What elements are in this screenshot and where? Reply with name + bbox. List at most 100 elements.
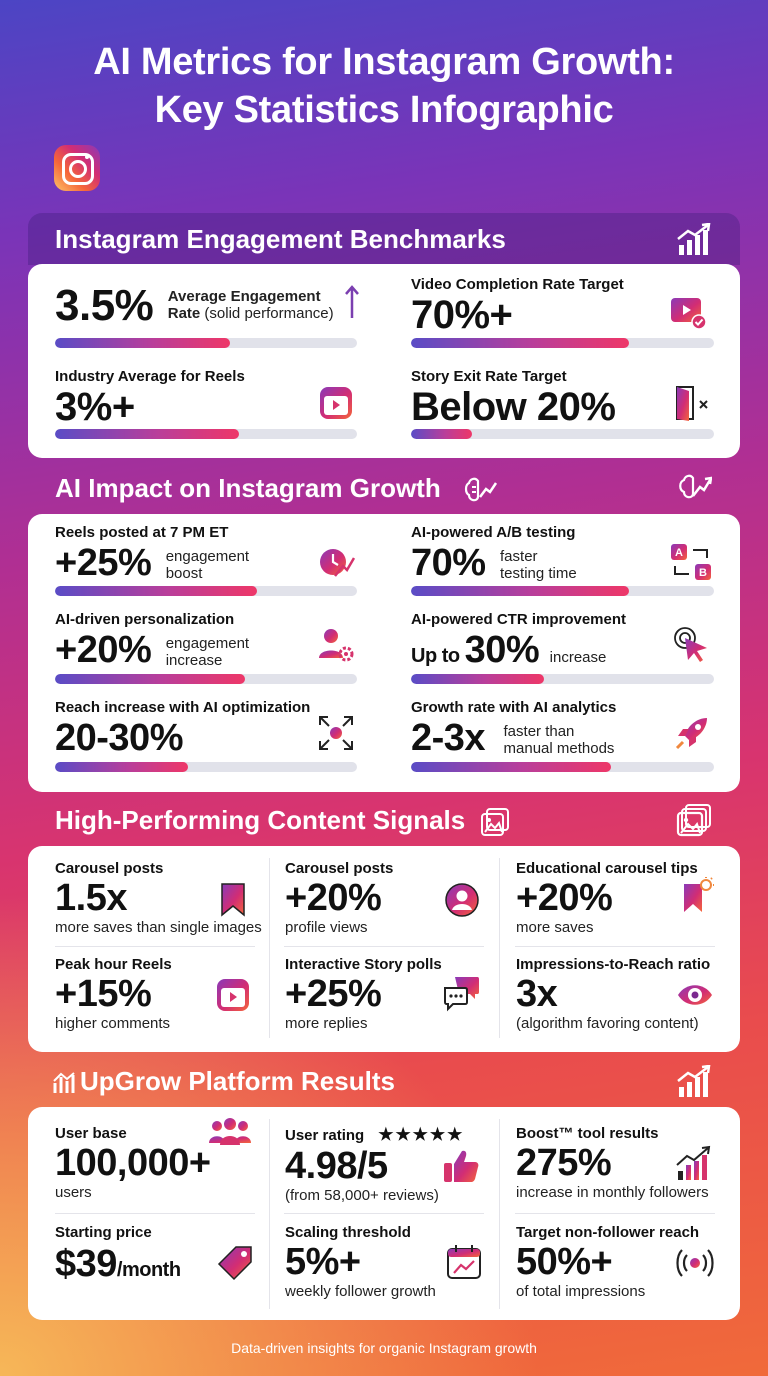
metric-side: increase [549, 649, 607, 666]
signal-label: Peak hour Reels [55, 956, 172, 973]
signal-sub: higher comments [55, 1015, 171, 1032]
metric-label: Growth rate with AI analytics [411, 699, 617, 716]
signal-value: +25% [285, 973, 382, 1015]
metric-side-1: engagement [165, 548, 250, 565]
footer-caption: Data-driven insights for organic Instagr… [231, 1340, 537, 1356]
calendar-growth-icon [447, 1245, 481, 1279]
result-sub: users [55, 1184, 92, 1201]
result-sub: weekly follower growth [285, 1283, 436, 1300]
page-title: AI Metrics for Instagram Growth: Key Sta… [0, 38, 768, 134]
metric-reels-industry-average: Industry Average for Reels 3%+ [55, 368, 245, 429]
progress-bar [55, 586, 357, 596]
metric-ai-personalization: AI-driven personalization +20% engagemen… [55, 611, 249, 672]
signal-carousel-profile-views: Carousel posts +20% profile views [285, 860, 393, 936]
progress-fill [55, 338, 231, 348]
result-value: 5%+ [285, 1241, 361, 1283]
progress-fill [411, 338, 630, 348]
metric-story-exit-rate: Story Exit Rate Target Below 20% [411, 368, 616, 429]
divider [55, 946, 255, 947]
metric-value: 3.5% [55, 281, 154, 330]
image-stack-icon [481, 808, 510, 837]
signal-label: Carousel posts [55, 860, 164, 877]
metric-side-2: boost [165, 565, 203, 582]
result-user-base: User base 100,000+ users [55, 1125, 211, 1201]
signal-label: Educational carousel tips [516, 860, 698, 877]
section-title-benchmarks: Instagram Engagement Benchmarks [28, 213, 740, 265]
result-sub: (from 58,000+ reviews) [285, 1187, 439, 1204]
metric-value-prefix: Up to [411, 645, 465, 667]
metric-label: Reels posted at 7 PM ET [55, 524, 229, 541]
progress-bar [411, 586, 714, 596]
progress-fill [55, 429, 240, 439]
metric-value: 3%+ [55, 385, 135, 429]
metric-label: Reach increase with AI optimization [55, 699, 311, 716]
bar-chart-growth-icon [676, 1145, 711, 1180]
signal-sub: more saves than single images [55, 919, 262, 936]
divider [515, 946, 715, 947]
brain-growth-icon [464, 477, 497, 502]
metric-side-2: testing time [500, 565, 577, 582]
progress-bar [55, 674, 357, 684]
progress-fill [411, 674, 545, 684]
result-non-follower-reach: Target non-follower reach 50%+ of total … [516, 1224, 699, 1300]
progress-bar [55, 338, 357, 348]
metric-average-engagement: 3.5% Average Engagement Rate (solid perf… [55, 282, 365, 330]
result-label: Starting price [55, 1224, 152, 1241]
metric-value: 70%+ [411, 293, 513, 337]
video-check-icon [671, 298, 707, 330]
signal-impressions-ratio: Impressions-to-Reach ratio 3x (algorithm… [516, 956, 710, 1032]
progress-bar [411, 674, 714, 684]
upgrow-title: UpGrow Platform Results [80, 1066, 395, 1096]
metric-label-line1: Average Engagement [167, 288, 321, 305]
benchmarks-card: 3.5% Average Engagement Rate (solid perf… [28, 264, 740, 458]
result-value: 275% [516, 1142, 612, 1184]
progress-fill [55, 586, 258, 596]
result-value: 50%+ [516, 1241, 613, 1283]
metric-value: 30% [464, 629, 540, 671]
price-tag-icon [217, 1246, 252, 1281]
result-boost-tool: Boost™ tool results 275% increase in mon… [516, 1125, 709, 1201]
profile-icon [445, 883, 479, 917]
metric-reach-increase: Reach increase with AI optimization 20-3… [55, 699, 310, 760]
signal-label: Impressions-to-Reach ratio [516, 956, 711, 973]
signal-educational-carousel: Educational carousel tips +20% more save… [516, 860, 698, 936]
metric-value: +25% [55, 542, 152, 584]
bookmark-idea-icon [684, 877, 714, 912]
signal-carousel-saves: Carousel posts 1.5x more saves than sing… [55, 860, 262, 936]
metric-value: 20-30% [55, 717, 183, 759]
arrow-up-icon [345, 285, 359, 318]
users-group-icon [209, 1118, 251, 1145]
signal-value: +15% [55, 973, 152, 1015]
divider [284, 946, 484, 947]
metric-label: Story Exit Rate Target [411, 368, 567, 385]
signal-value: +20% [285, 877, 382, 919]
progress-fill [411, 429, 472, 439]
metric-reels-7pm: Reels posted at 7 PM ET +25% engagement … [55, 524, 249, 585]
metric-label: AI-powered CTR improvement [411, 611, 627, 628]
reels-icon [217, 979, 249, 1011]
bar-chart-growth-icon [677, 223, 711, 255]
progress-fill [55, 762, 188, 772]
result-label: Boost™ tool results [516, 1125, 659, 1142]
instagram-logo-icon [54, 145, 100, 191]
benchmarks-title: Instagram Engagement Benchmarks [55, 224, 506, 254]
result-unit: /month [116, 1259, 181, 1281]
signal-sub: (algorithm favoring content) [516, 1015, 699, 1032]
bookmark-icon [221, 883, 245, 917]
divider [269, 858, 270, 1038]
title-line-1: AI Metrics for Instagram Growth: [93, 41, 675, 83]
result-value: 4.98/5 [285, 1145, 388, 1187]
title-line-2: Key Statistics Infographic [154, 89, 614, 131]
signal-value: 3x [516, 973, 558, 1015]
result-label: Scaling threshold [285, 1224, 411, 1241]
divider [515, 1213, 715, 1214]
expand-arrows-icon [319, 716, 353, 750]
progress-bar [55, 762, 357, 772]
signal-label: Interactive Story polls [285, 956, 442, 973]
metric-value: +20% [55, 629, 152, 671]
signal-sub: more saves [516, 919, 594, 936]
divider [284, 1213, 484, 1214]
metric-label: AI-powered A/B testing [411, 524, 576, 541]
signal-label: Carousel posts [285, 860, 394, 877]
content-signals-card: Carousel posts 1.5x more saves than sing… [28, 846, 740, 1052]
